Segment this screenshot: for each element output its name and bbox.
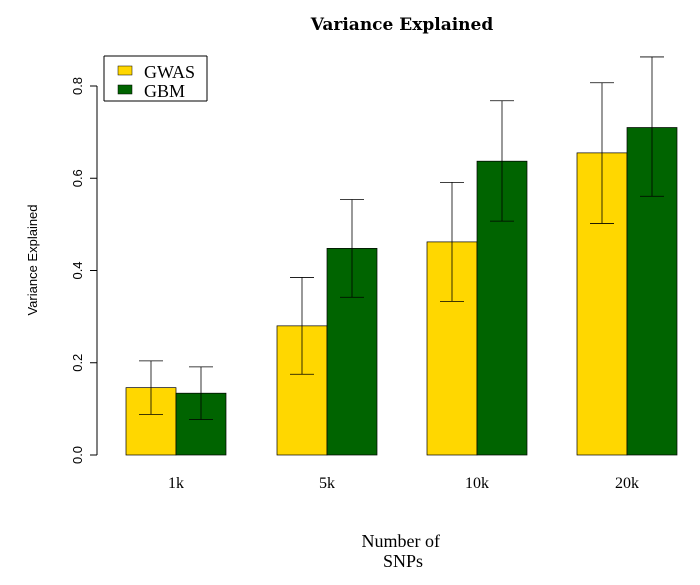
- y-tick-label: 0.2: [70, 354, 85, 372]
- y-tick-label: 0.6: [70, 169, 85, 187]
- y-axis: 0.0 0.2 0.4 0.6 0.8: [70, 77, 98, 464]
- x-axis-tick-labels: 1k 5k 10k 20k: [168, 475, 639, 492]
- x-tick-label: 10k: [465, 475, 489, 492]
- x-tick-label: 1k: [168, 475, 184, 492]
- legend-label-gbm: GBM: [144, 81, 185, 101]
- y-tick-label: 0.4: [70, 261, 85, 279]
- y-axis-label: Variance Explained: [25, 204, 40, 315]
- legend-swatch-gbm: [117, 84, 133, 95]
- y-tick-label: 0.8: [70, 77, 85, 95]
- legend: GWAS GBM: [103, 55, 208, 102]
- error-bars: [139, 56, 664, 420]
- x-tick-label: 5k: [319, 475, 335, 492]
- legend-swatch-gwas: [117, 65, 133, 76]
- x-axis-label: Number of SNPs: [362, 531, 445, 571]
- chart-title: Variance Explained: [310, 15, 494, 35]
- bars: [125, 127, 678, 456]
- x-tick-label: 20k: [615, 475, 639, 492]
- y-tick-label: 0.0: [70, 446, 85, 464]
- legend-label-gwas: GWAS: [144, 62, 195, 82]
